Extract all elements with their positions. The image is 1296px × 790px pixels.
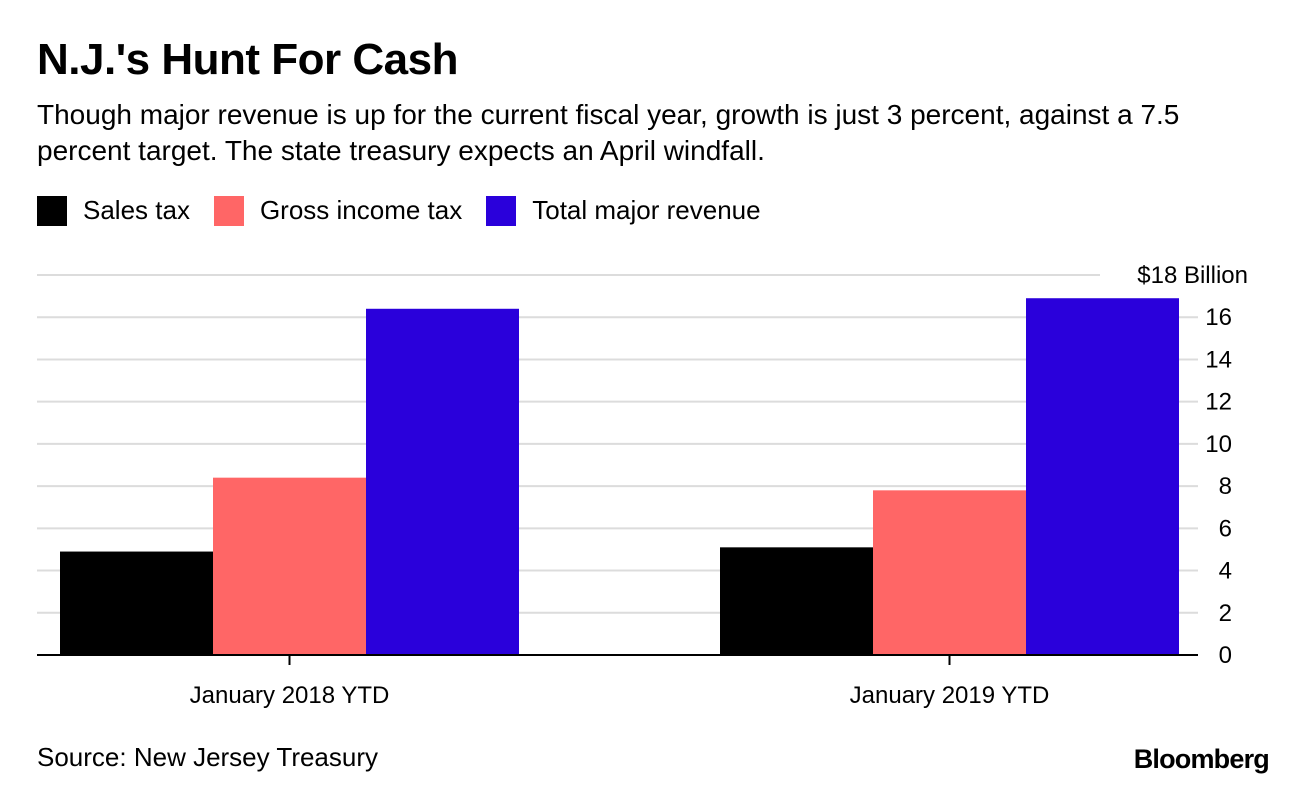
y-tick-label: 6 (1219, 515, 1232, 542)
bar-gross-income-tax-2 (873, 490, 1026, 655)
bar-sales-tax-2 (720, 547, 873, 655)
y-tick-label: 12 (1205, 389, 1232, 416)
x-axis-categories: January 2018 YTD January 2019 YTD (190, 682, 1050, 709)
y-tick-label: 4 (1219, 558, 1232, 585)
legend-item-gross-income-tax: Gross income tax (213, 195, 463, 226)
y-tick-label: 0 (1219, 642, 1232, 669)
x-category-label: January 2019 YTD (850, 682, 1050, 709)
x-category-label: January 2018 YTD (190, 682, 390, 709)
y-tick-label: $18 Billion (1137, 262, 1248, 289)
y-tick-label: 14 (1205, 346, 1232, 373)
chart-title: N.J.'s Hunt For Cash (37, 35, 458, 84)
bar-gross-income-tax-1 (213, 477, 366, 655)
legend: Sales tax Gross income tax Total major r… (37, 195, 785, 226)
x-axis (37, 654, 1198, 665)
source-note: Source: New Jersey Treasury (37, 742, 379, 772)
legend-item-sales-tax: Sales tax (37, 195, 190, 226)
bar-total-major-revenue-1 (366, 308, 519, 655)
legend-label-sales-tax: Sales tax (83, 195, 190, 225)
legend-swatch-sales-tax (37, 195, 67, 226)
legend-swatch-total-major-revenue (486, 195, 517, 226)
legend-label-gross-income-tax: Gross income tax (259, 195, 463, 225)
bloomberg-logo: Bloomberg (1133, 744, 1270, 774)
y-tick-label: 2 (1219, 600, 1232, 627)
bar-sales-tax-1 (60, 551, 213, 655)
y-tick-label: 8 (1219, 473, 1232, 500)
y-tick-label: 10 (1205, 431, 1232, 458)
bar-total-major-revenue-2 (1026, 298, 1179, 655)
chart-subtitle: Though major revenue is up for the curre… (37, 99, 1180, 166)
legend-item-total-major-revenue: Total major revenue (486, 195, 761, 226)
bars (60, 298, 1179, 655)
legend-label-total-major-revenue: Total major revenue (532, 195, 761, 225)
y-tick-label: 16 (1205, 304, 1232, 331)
legend-swatch-gross-income-tax (213, 195, 244, 226)
y-axis-ticks: 0 2 4 6 8 10 12 14 16 $18 Billion (1137, 262, 1248, 669)
